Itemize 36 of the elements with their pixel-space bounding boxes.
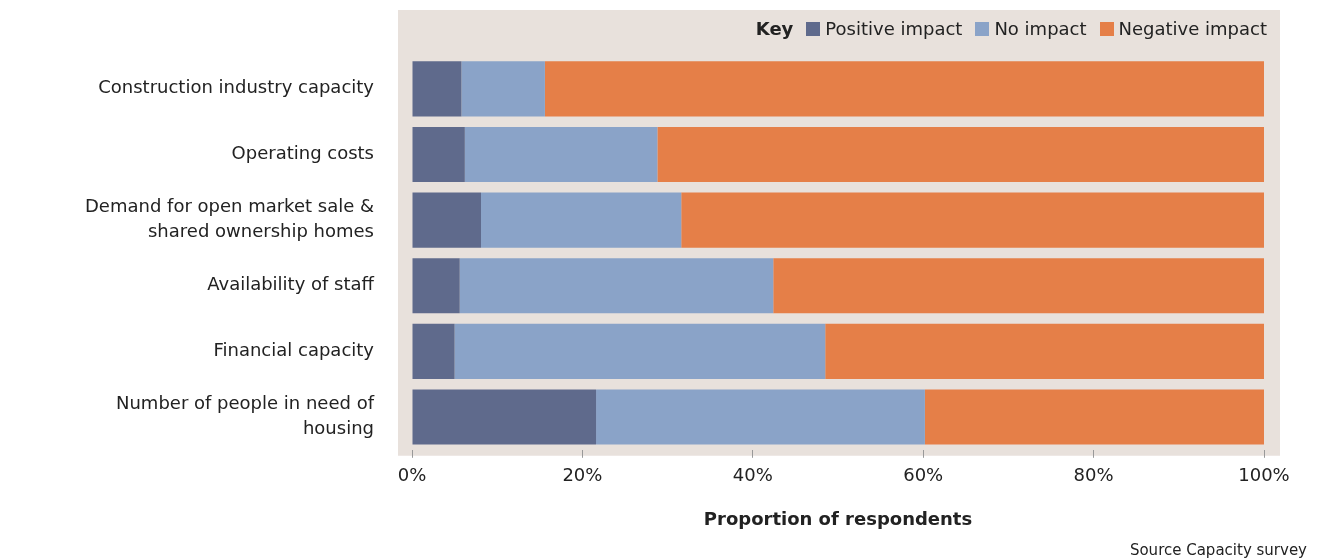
bar [412,323,455,379]
bar [454,323,826,379]
x-axis-title: Proportion of respondents [703,507,973,529]
source-note: Source Capacity survey [1129,541,1308,559]
bar [412,389,597,445]
bar [924,389,1264,445]
legend-label: Positive impact [825,18,963,39]
y-tick-label: Financial capacity [213,339,375,361]
bar [412,61,462,117]
bar [681,192,1264,248]
x-tick-label: 80% [1073,464,1114,486]
x-tick-label: 20% [562,464,603,486]
bar [825,323,1264,379]
bar [412,126,465,183]
legend-title: Key [755,18,794,39]
bar [461,61,545,117]
x-tick-label: 100% [1238,464,1290,486]
y-tick-label: Construction industry capacity [98,76,375,98]
x-tick-label: 0% [397,464,427,486]
legend-label: Negative impact [1118,18,1267,39]
bar [464,126,658,183]
bar [412,258,460,314]
bar [773,258,1264,314]
x-tick-label: 60% [903,464,944,486]
x-tick-label: 40% [732,464,773,486]
bar [596,389,925,445]
bar [481,192,682,248]
bar [657,126,1264,183]
y-tick-label: Operating costs [231,142,374,164]
y-tick-label: Demand for open market sale & shared ownership homes [84,195,374,242]
bar [544,61,1264,117]
bar [412,192,482,248]
bar [459,258,774,314]
y-tick-label: Availability of staff [207,273,375,295]
y-tick-label: Number of people in need of housing [115,392,375,439]
legend-label: No impact [994,18,1087,39]
